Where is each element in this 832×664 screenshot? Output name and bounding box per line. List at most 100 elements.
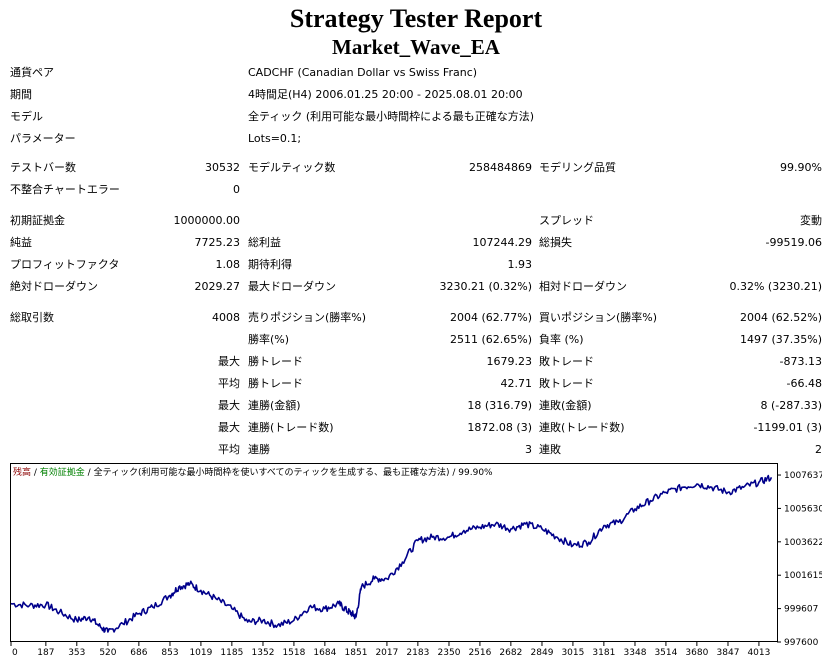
- y-tick-label: 997600: [784, 638, 819, 648]
- avg-cons-losses-value: 2: [815, 443, 822, 456]
- largest-win-value: 1679.23: [486, 355, 533, 368]
- x-tick-label: 2183: [406, 648, 429, 657]
- abs-dd-value: 2029.27: [194, 280, 241, 293]
- deposit-label: 初期証拠金: [10, 214, 65, 227]
- quality-value: 99.90%: [780, 161, 822, 174]
- avg-cons-wins-value: 3: [525, 443, 532, 456]
- pf-value: 1.08: [215, 258, 241, 271]
- x-tick-label: 3015: [561, 648, 584, 657]
- legend-equity: 有効証拠金: [40, 466, 85, 478]
- x-tick-label: 2516: [468, 648, 491, 657]
- win-pct-label: 勝率(%): [248, 333, 290, 346]
- period-value: 4時間足(H4) 2006.01.25 20:00 - 2025.08.01 2…: [248, 88, 523, 101]
- balance-chart: 残高 / 有効証拠金 / 全ティック(利用可能な最小時間枠を使いすべてのティック…: [10, 463, 822, 657]
- ticks-label: モデルティック数: [248, 161, 336, 174]
- x-tick-label: 2849: [531, 648, 554, 657]
- gross-profit-label: 総利益: [248, 236, 281, 249]
- legend-quality: 99.90%: [458, 468, 493, 478]
- total-trades-value: 4008: [212, 311, 240, 324]
- x-tick-label: 2017: [375, 648, 398, 657]
- plot-area: [10, 463, 778, 642]
- bars-label: テストバー数: [10, 161, 76, 174]
- x-tick-label: 3847: [717, 648, 740, 657]
- legend-balance: 残高: [13, 466, 31, 478]
- mismatch-value: 0: [233, 183, 240, 196]
- x-tick-label: 1019: [189, 648, 212, 657]
- symbol-label: 通貨ペア: [10, 66, 54, 79]
- x-tick-label: 3514: [654, 648, 677, 657]
- params-value: Lots=0.1;: [248, 132, 302, 145]
- gross-loss-value: -99519.06: [765, 236, 822, 249]
- short-label: 売りポジション(勝率%): [248, 311, 367, 324]
- avg-loss-label: 敗トレード: [539, 377, 594, 390]
- max-prefix-2: 最大: [218, 399, 240, 412]
- avg-win-label: 勝トレード: [248, 377, 303, 390]
- max-prefix-3: 最大: [218, 421, 240, 434]
- net-label: 純益: [10, 236, 32, 249]
- x-tick-label: 1352: [252, 648, 275, 657]
- abs-dd-label: 絶対ドローダウン: [10, 280, 98, 293]
- spread-value: 変動: [800, 214, 822, 227]
- rel-dd-value: 0.32% (3230.21): [729, 280, 822, 293]
- gross-loss-label: 総損失: [539, 236, 572, 249]
- bars-value: 30532: [205, 161, 240, 174]
- largest-loss-value: -873.13: [779, 355, 822, 368]
- y-tick-label: 1007637: [784, 471, 822, 481]
- x-tick-label: 3181: [592, 648, 615, 657]
- max-cons-loss-value: -1199.01 (3): [753, 421, 822, 434]
- legend-sep-3: /: [450, 468, 459, 478]
- max-dd-value: 3230.21 (0.32%): [439, 280, 532, 293]
- max-cons-wins-label: 連勝(金額): [248, 399, 301, 412]
- period-label: 期間: [10, 88, 32, 101]
- quality-label: モデリング品質: [539, 161, 616, 174]
- x-tick-label: 3680: [685, 648, 708, 657]
- gross-profit-value: 107244.29: [472, 236, 533, 249]
- mismatch-label: 不整合チャートエラー: [10, 183, 120, 196]
- max-dd-label: 最大ドローダウン: [248, 280, 336, 293]
- balance-line: [10, 474, 773, 633]
- avg-loss-value: -66.48: [786, 377, 822, 390]
- avg-prefix-1: 平均: [218, 377, 240, 390]
- max-cons-losses-value: 8 (-287.33): [760, 399, 822, 412]
- max-prefix-1: 最大: [218, 355, 240, 368]
- x-tick-label: 1684: [313, 648, 336, 657]
- y-tick-label: 1001615: [784, 571, 822, 581]
- max-cons-losses-label: 連敗(金額): [539, 399, 592, 412]
- long-value: 2004 (62.52%): [739, 311, 822, 324]
- short-value: 2004 (62.77%): [449, 311, 532, 324]
- rel-dd-label: 相対ドローダウン: [539, 280, 627, 293]
- largest-loss-label: 敗トレード: [539, 355, 594, 368]
- x-tick-label: 686: [130, 648, 147, 657]
- chart-legend: 残高 / 有効証拠金 / 全ティック(利用可能な最小時間枠を使いすべてのティック…: [13, 466, 493, 478]
- legend-sep-2: /: [85, 468, 94, 478]
- avg-prefix-2: 平均: [218, 443, 240, 456]
- x-tick-label: 1518: [282, 648, 305, 657]
- x-tick-label: 520: [99, 648, 116, 657]
- spread-label: スプレッド: [539, 214, 594, 227]
- params-label: パラメーター: [10, 132, 76, 145]
- x-tick-label: 4013: [747, 648, 770, 657]
- payoff-value: 1.93: [507, 258, 533, 271]
- pf-label: プロフィットファクタ: [10, 258, 120, 271]
- x-tick-label: 187: [37, 648, 54, 657]
- max-cons-loss-label: 連敗(トレード数): [539, 421, 625, 434]
- loss-pct-value: 1497 (37.35%): [739, 333, 822, 346]
- y-tick-label: 999607: [784, 605, 818, 615]
- ticks-value: 258484869: [469, 161, 532, 174]
- y-tick-label: 1003622: [784, 538, 822, 548]
- x-tick-label: 353: [68, 648, 85, 657]
- legend-model: 全ティック(利用可能な最小時間枠を使いすべてのティックを生成する、最も正確な方法…: [94, 466, 450, 478]
- x-tick-label: 1851: [345, 648, 368, 657]
- deposit-value: 1000000.00: [173, 214, 240, 227]
- x-tick-label: 853: [161, 648, 178, 657]
- x-tick-label: 3348: [624, 648, 647, 657]
- x-tick-label: 2682: [499, 648, 522, 657]
- avg-win-value: 42.71: [500, 377, 533, 390]
- max-cons-profit-value: 1872.08 (3): [467, 421, 532, 434]
- ea-name: Market_Wave_EA: [332, 35, 500, 59]
- payoff-label: 期待利得: [248, 258, 292, 271]
- model-label: モデル: [10, 110, 43, 123]
- max-cons-profit-label: 連勝(トレード数): [248, 421, 334, 434]
- y-tick-label: 1005630: [784, 504, 822, 514]
- total-trades-label: 総取引数: [10, 311, 54, 324]
